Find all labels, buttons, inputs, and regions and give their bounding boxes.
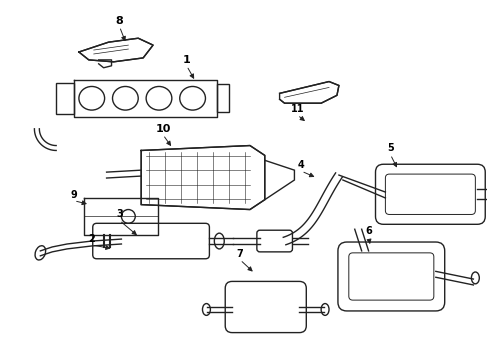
FancyBboxPatch shape bbox=[225, 282, 306, 333]
Ellipse shape bbox=[79, 86, 104, 110]
Ellipse shape bbox=[214, 233, 224, 249]
Text: 8: 8 bbox=[116, 15, 123, 26]
Ellipse shape bbox=[113, 86, 138, 110]
Ellipse shape bbox=[122, 210, 135, 223]
Text: 5: 5 bbox=[387, 144, 393, 153]
FancyBboxPatch shape bbox=[386, 174, 475, 215]
FancyBboxPatch shape bbox=[338, 242, 445, 311]
FancyBboxPatch shape bbox=[375, 164, 485, 224]
Ellipse shape bbox=[146, 86, 172, 110]
Polygon shape bbox=[141, 145, 265, 210]
Ellipse shape bbox=[321, 303, 329, 315]
Text: 9: 9 bbox=[71, 190, 77, 200]
Ellipse shape bbox=[471, 272, 479, 284]
FancyBboxPatch shape bbox=[93, 223, 209, 259]
Polygon shape bbox=[280, 82, 339, 103]
Text: 6: 6 bbox=[365, 226, 372, 236]
Bar bbox=[218, 85, 229, 112]
FancyBboxPatch shape bbox=[349, 253, 434, 300]
Text: 10: 10 bbox=[155, 124, 171, 134]
Text: 7: 7 bbox=[237, 249, 244, 259]
Text: 2: 2 bbox=[88, 234, 95, 244]
Ellipse shape bbox=[202, 303, 210, 315]
Ellipse shape bbox=[35, 246, 46, 260]
Polygon shape bbox=[265, 160, 294, 200]
FancyBboxPatch shape bbox=[257, 230, 293, 252]
Polygon shape bbox=[79, 38, 153, 62]
Text: 11: 11 bbox=[291, 104, 304, 114]
Text: 4: 4 bbox=[298, 160, 305, 170]
Bar bbox=[56, 82, 74, 114]
Text: 3: 3 bbox=[116, 210, 123, 220]
Text: 1: 1 bbox=[183, 55, 191, 65]
Ellipse shape bbox=[180, 86, 205, 110]
